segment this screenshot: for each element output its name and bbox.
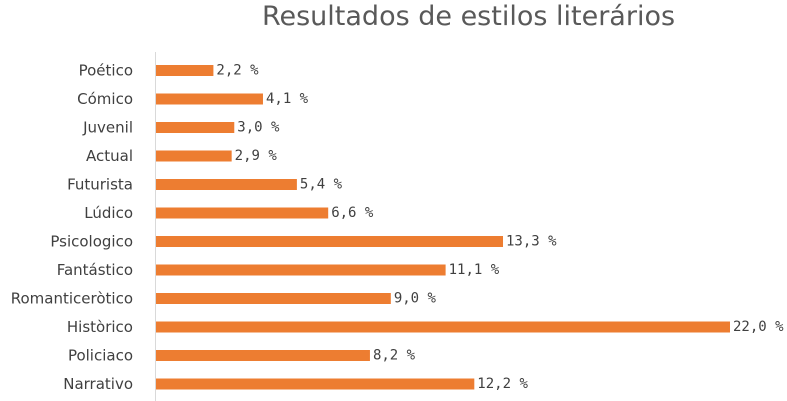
category-label-futurista: Futurista bbox=[67, 176, 133, 194]
category-label-juvenil: Juvenil bbox=[82, 119, 133, 137]
value-labels-group: 2,2 % 4,1 % 3,0 % 2,9 % 5,4 % 6,6 % 13,3 % 11,1… bbox=[216, 63, 784, 393]
value-label-juvenil: 3,0 % bbox=[237, 120, 280, 136]
bar-ludico bbox=[156, 207, 329, 219]
bar-policiaco bbox=[156, 350, 370, 361]
category-label-comico: Cómico bbox=[77, 90, 133, 108]
bar-romanticerotico bbox=[156, 293, 391, 304]
category-label-actual: Actual bbox=[86, 147, 133, 165]
category-label-historico: Històrico bbox=[67, 318, 133, 336]
bar-juvenil bbox=[156, 122, 235, 133]
category-label-ludico: Lúdico bbox=[84, 204, 133, 222]
value-label-romanticerotico: 9,0 % bbox=[394, 291, 437, 307]
value-label-futurista: 5,4 % bbox=[300, 177, 343, 193]
value-label-narrativo: 12,2 % bbox=[477, 376, 528, 392]
bars-group bbox=[156, 65, 730, 390]
value-label-historico: 22,0 % bbox=[733, 319, 784, 335]
value-label-comico: 4,1 % bbox=[266, 91, 309, 107]
chart-title: Resultados de estilos literários bbox=[261, 1, 676, 32]
value-label-psicologico: 13,3 % bbox=[506, 234, 557, 250]
category-label-poetico: Poético bbox=[79, 62, 133, 80]
value-label-fantastico: 11,1 % bbox=[449, 262, 500, 278]
bar-futurista bbox=[156, 179, 297, 190]
category-label-policiaco: Policiaco bbox=[68, 347, 133, 365]
bar-narrativo bbox=[156, 378, 475, 390]
value-label-actual: 2,9 % bbox=[235, 148, 278, 164]
bar-comico bbox=[156, 93, 263, 105]
value-label-policiaco: 8,2 % bbox=[373, 348, 416, 364]
category-label-romanticerotico: Romanticeròtico bbox=[11, 290, 133, 308]
category-label-fantastico: Fantástico bbox=[57, 261, 133, 279]
value-label-poetico: 2,2 % bbox=[216, 63, 259, 79]
category-label-psicologico: Psicologico bbox=[50, 233, 133, 251]
category-labels-group: Poético Cómico Juvenil Actual Futurista Lúdic… bbox=[11, 62, 133, 394]
bar-actual bbox=[156, 150, 232, 162]
bar-poetico bbox=[156, 65, 214, 76]
category-label-narrativo: Narrativo bbox=[63, 375, 133, 393]
value-label-ludico: 6,6 % bbox=[331, 205, 374, 221]
bar-historico bbox=[156, 321, 730, 333]
bar-fantastico bbox=[156, 264, 446, 276]
bar-psicologico bbox=[156, 236, 504, 247]
